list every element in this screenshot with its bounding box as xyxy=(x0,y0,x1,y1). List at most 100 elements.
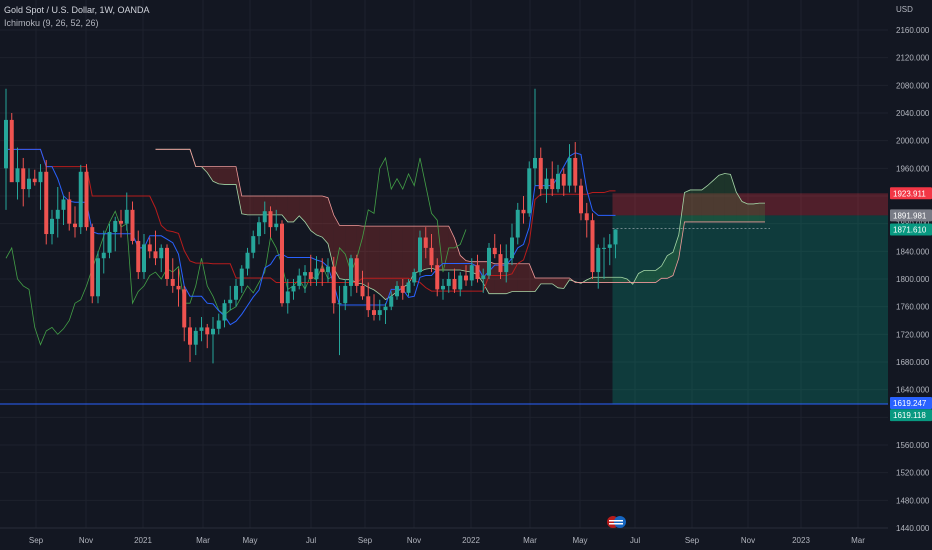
cloud-segment xyxy=(529,263,535,292)
cloud-segment xyxy=(368,226,374,290)
candle-body xyxy=(4,119,8,169)
flag-stripe xyxy=(609,523,623,525)
cloud-segment xyxy=(339,225,346,280)
indicator-legend-text: Ichimoku (9, 26, 52, 26) xyxy=(4,18,99,28)
time-axis-tick: Sep xyxy=(29,536,44,545)
candle-body xyxy=(193,330,198,345)
cloud-segment xyxy=(678,192,685,259)
cloud-segment xyxy=(241,196,248,215)
candle-body xyxy=(383,306,388,311)
candle-body xyxy=(291,285,296,292)
candle-body xyxy=(395,285,399,297)
candle-body xyxy=(9,119,14,183)
candle-body xyxy=(326,266,330,273)
candle-body xyxy=(372,310,376,315)
cloud-segment xyxy=(270,196,277,215)
us-flag-icon[interactable] xyxy=(607,516,626,528)
cloud-segment xyxy=(546,277,553,284)
cloud-segment xyxy=(673,234,679,276)
candle-body xyxy=(360,285,365,297)
candle-body xyxy=(280,223,284,304)
cloud-segment xyxy=(661,255,668,279)
candle-body xyxy=(458,275,463,290)
cloud-segment xyxy=(650,270,656,283)
time-axis-tick: Mar xyxy=(523,536,537,545)
candle-body xyxy=(90,227,95,297)
candle-body xyxy=(216,320,221,329)
candle-body xyxy=(55,209,60,219)
price-axis-tick: 2000.000 xyxy=(896,137,930,146)
candle-body xyxy=(446,279,451,286)
price-axis-tick: 1520.000 xyxy=(896,469,930,478)
candle-body xyxy=(337,303,342,305)
candle-body xyxy=(119,220,123,224)
cloud-segment xyxy=(443,226,449,271)
price-axis-bg xyxy=(888,0,932,550)
candle-body xyxy=(435,265,440,290)
cloud-segment xyxy=(374,226,380,295)
indicator-legend[interactable]: Ichimoku (9, 26, 52, 26) xyxy=(4,18,99,28)
candle-body xyxy=(584,213,589,221)
cloud-segment xyxy=(742,201,748,222)
cloud-segment xyxy=(379,226,386,300)
cloud-segment xyxy=(558,277,564,289)
cloud-segment xyxy=(397,226,403,292)
time-axis[interactable]: Sep Nov 2021 Mar May Jul Sep Nov 2022 Mar May Jul Se… xyxy=(0,527,888,550)
price-tag-label: 1871.610 xyxy=(893,225,927,234)
take-profit-zone xyxy=(612,215,888,405)
time-axis-bg xyxy=(0,528,888,550)
price-tag-label: 1891.981 xyxy=(893,211,927,220)
candle-body xyxy=(481,275,486,279)
price-axis-tick: 1840.000 xyxy=(896,247,930,256)
candle-body xyxy=(38,171,43,183)
time-axis-tick: Mar xyxy=(851,536,865,545)
candle-body xyxy=(297,275,302,286)
price-axis-tick: 1960.000 xyxy=(896,164,930,173)
cloud-segment xyxy=(638,270,645,283)
time-axis-tick: Nov xyxy=(407,536,421,545)
candle-body xyxy=(452,279,457,290)
time-axis-tick: Sep xyxy=(685,536,700,545)
cloud-segment xyxy=(224,166,231,185)
cloud-segment xyxy=(402,226,409,288)
candle-body xyxy=(182,289,187,328)
price-axis[interactable]: USD 2160.000 2120.000 2080.000 2040.000 2000.… xyxy=(888,0,932,550)
candle-body xyxy=(590,220,595,273)
cloud-segment xyxy=(655,266,662,283)
candle-body xyxy=(400,285,405,293)
cloud-segment xyxy=(713,175,719,222)
candle-body xyxy=(130,209,135,241)
cloud-segment xyxy=(719,173,725,222)
price-axis-tick: 1560.000 xyxy=(896,441,930,450)
candle-body xyxy=(27,178,31,190)
cloud-segment xyxy=(333,215,340,279)
candle-body xyxy=(251,236,256,253)
candle-body xyxy=(308,272,313,279)
price-tag-bg xyxy=(890,223,932,236)
candle-body xyxy=(314,268,319,279)
candle-body xyxy=(533,157,537,169)
candle-body xyxy=(613,229,618,245)
price-tag-bg xyxy=(890,409,932,422)
time-axis-tick: Jul xyxy=(306,536,316,545)
cloud-segment xyxy=(598,277,604,283)
cloud-segment xyxy=(213,166,219,184)
candle-body xyxy=(96,258,100,297)
cloud-segment xyxy=(609,277,616,283)
cloud-segment xyxy=(747,203,754,222)
cloud-segment xyxy=(644,270,650,283)
candle-body xyxy=(303,272,307,276)
candle-body xyxy=(136,240,141,273)
cloud-segment xyxy=(454,238,461,271)
time-axis-tick: Jul xyxy=(630,536,640,545)
cloud-segment xyxy=(615,277,622,283)
candle-body xyxy=(607,244,612,248)
cloud-segment xyxy=(207,166,213,182)
cloud-segment xyxy=(535,277,541,292)
senkou-span-b-line xyxy=(155,148,765,283)
candle-body xyxy=(464,275,468,281)
cloud-segment xyxy=(707,180,714,222)
cloud-segment xyxy=(604,277,610,283)
